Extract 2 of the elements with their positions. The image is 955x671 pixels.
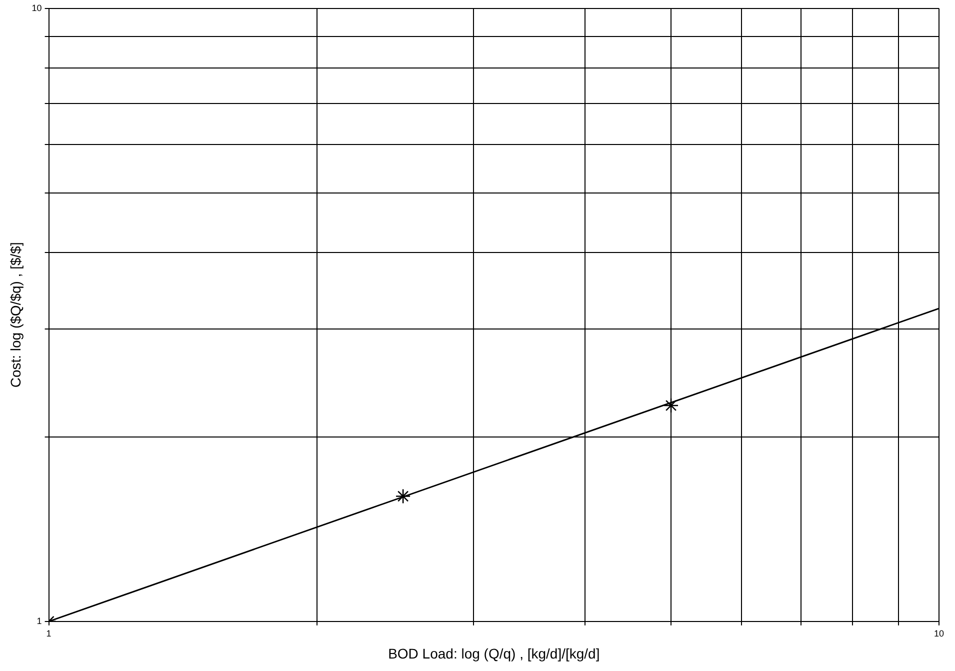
y-axis-title: Cost: log ($Q/$q) , [$/$] bbox=[7, 242, 24, 388]
x-axis-title: BOD Load: log (Q/q) , [kg/d]/[kg/d] bbox=[388, 645, 600, 662]
